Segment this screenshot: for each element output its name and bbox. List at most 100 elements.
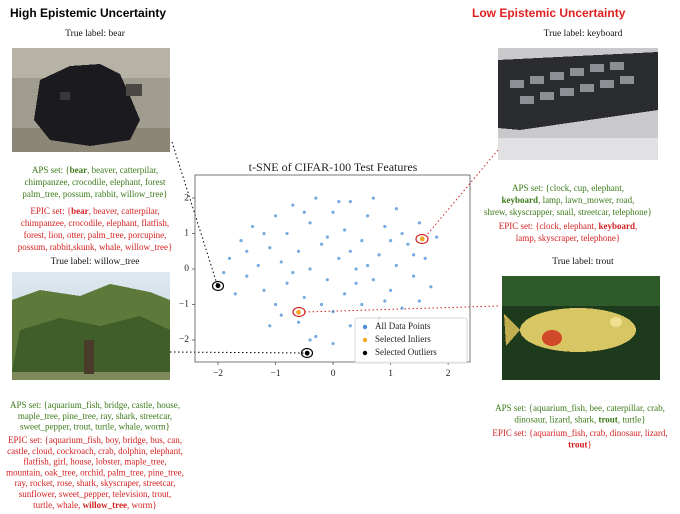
data-point	[325, 235, 329, 239]
data-point	[325, 278, 329, 282]
data-point	[239, 239, 243, 243]
epic-set-line: turtle, whale, willow_tree, worm}	[33, 500, 157, 510]
set-text: mountain, oak_tree, orchid, palm_tree, p…	[6, 467, 184, 477]
set-text: APS set: {aquarium_fish, bee, caterpilla…	[495, 403, 665, 413]
data-point	[337, 256, 341, 260]
epic-set-line: possum, rabbit,skunk, whale, willow_tree…	[18, 242, 173, 252]
data-point	[268, 246, 272, 250]
epic-set-line: EPIC set: {aquarium_fish, boy, bridge, b…	[8, 435, 182, 445]
data-point	[262, 288, 266, 292]
aps-set-line: palm_tree, possum, rabbit, willow_tree}	[22, 189, 167, 199]
data-point	[354, 267, 358, 271]
aps-set-line: dinosaur, lizard, shark, trout, turtle}	[514, 415, 645, 425]
data-point	[256, 263, 260, 268]
data-point	[308, 267, 312, 271]
set-text: }	[588, 440, 592, 450]
set-text: forest, lion, otter, palm_tree, porcupin…	[24, 230, 167, 240]
true-label: True label: trout	[552, 257, 614, 267]
set-text: flatfish, girl, house, lobster, maple_tr…	[23, 457, 166, 467]
data-point	[412, 274, 416, 278]
y-tick-label: 2	[184, 193, 189, 203]
x-tick-label: 2	[446, 369, 451, 379]
set-text: , lamp, lawn_mower, road,	[538, 195, 634, 205]
data-point	[304, 350, 310, 356]
data-point	[377, 253, 381, 257]
aps-set-line: keyboard, lamp, lawn_mower, road,	[502, 195, 635, 205]
data-point	[279, 313, 283, 317]
set-text: EPIC set: {aquarium_fish, crab, dinosaur…	[492, 428, 667, 438]
legend-marker	[362, 350, 368, 356]
data-point	[308, 338, 312, 342]
set-text: APS set: {clock, cup, elephant,	[512, 183, 624, 193]
epic-set-line: trout}	[568, 440, 592, 450]
image-bear	[12, 48, 170, 152]
data-point	[365, 263, 370, 268]
data-point	[371, 196, 375, 200]
y-tick-label: 0	[184, 264, 189, 274]
data-point	[354, 281, 358, 285]
data-point	[417, 221, 421, 225]
chart-title: t-SNE of CIFAR-100 Test Features	[249, 160, 418, 174]
set-text: EPIC set: {aquarium_fish, boy, bridge, b…	[8, 435, 182, 445]
data-point	[419, 236, 425, 242]
data-point	[245, 249, 249, 253]
data-point	[250, 224, 255, 229]
epic-set-line: EPIC set: {clock, elephant, keyboard,	[499, 221, 638, 231]
data-point	[337, 200, 341, 204]
data-point	[262, 231, 266, 236]
data-point	[285, 281, 289, 285]
data-point	[360, 302, 364, 307]
data-point	[331, 210, 335, 214]
x-tick-label: −2	[213, 369, 223, 379]
set-text: turtle, whale,	[33, 500, 82, 510]
epic-set-line: castle, cloud, cockroach, crab, dolphin,…	[7, 446, 183, 456]
set-text: , worm}	[127, 500, 157, 510]
data-point	[268, 324, 272, 328]
image-trout	[502, 276, 660, 380]
true-label: True label: willow_tree	[51, 257, 140, 267]
y-tick-label: −1	[179, 300, 189, 310]
data-point	[302, 295, 306, 300]
set-text: possum, rabbit,skunk, whale, willow_tree…	[18, 242, 173, 252]
data-point	[314, 334, 318, 339]
legend-marker	[362, 337, 368, 343]
data-point	[389, 288, 393, 292]
data-point	[291, 203, 295, 207]
data-point	[389, 239, 393, 243]
set-text: sunflower, sweet_pepper, television, tro…	[19, 489, 172, 499]
data-point	[296, 309, 301, 315]
legend-label: Selected Inliers	[375, 334, 431, 344]
true-label: True label: bear	[65, 29, 126, 39]
x-tick-label: 1	[388, 369, 393, 379]
legend-box	[354, 317, 468, 364]
header-high: High Epistemic Uncertainty	[10, 6, 166, 20]
set-text: APS set: {aquarium_fish, bridge, castle,…	[10, 400, 180, 410]
set-text: , beaver, catterpilar,	[87, 165, 158, 175]
data-point	[348, 200, 352, 204]
data-point	[394, 263, 398, 268]
legend-label: Selected Outliers	[375, 347, 437, 357]
aps-set-line: maple_tree, pine_tree, ray, shark, stree…	[18, 411, 172, 421]
aps-set-line: chimpanzee, crocodile, elephant, forest	[25, 177, 166, 187]
data-point	[319, 302, 324, 307]
image-willow	[12, 272, 170, 380]
data-point	[319, 242, 324, 246]
aps-set-line: APS set: {aquarium_fish, bee, caterpilla…	[495, 403, 665, 413]
legend-marker	[362, 324, 368, 330]
set-text: , beaver, catterpilar,	[89, 206, 160, 216]
set-text: palm_tree, possum, rabbit, willow_tree}	[22, 189, 167, 199]
data-point	[383, 224, 387, 229]
epic-set-line: EPIC set: {aquarium_fish, crab, dinosaur…	[492, 428, 667, 438]
data-point	[273, 302, 278, 307]
set-text: dinosaur, lizard, shark,	[514, 415, 598, 425]
set-text: sweet_pepper, trout, turtle, whale, worm…	[20, 422, 170, 432]
data-point	[348, 249, 352, 253]
x-tick-label: 0	[331, 369, 336, 379]
y-tick-label: 1	[184, 229, 189, 239]
set-text: castle, cloud, cockroach, crab, dolphin,…	[7, 446, 183, 456]
set-text: ray, rocket, rose, shark, skyscraper, st…	[15, 478, 176, 488]
tsne-chart: t-SNE of CIFAR-100 Test Features −2 −1 0 1 2…	[179, 160, 471, 379]
highlighted-label: keyboard	[599, 221, 636, 231]
legend-label: All Data Points	[375, 321, 431, 331]
data-point	[429, 285, 433, 289]
